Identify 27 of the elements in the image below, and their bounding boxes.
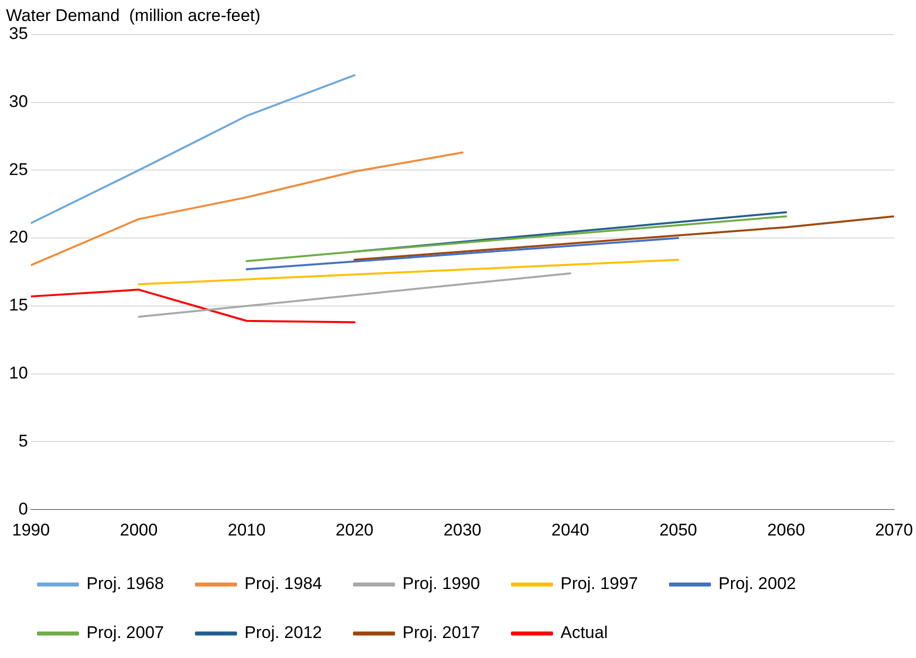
x-tick-label: 2000 [120,520,158,540]
x-tick-label: 2060 [767,520,806,540]
y-tick-label: 35 [8,24,28,44]
x-tick-label: 2050 [659,520,698,540]
y-tick-label: 0 [18,499,28,518]
x-tick-label: 2020 [336,520,374,540]
legend-label: Actual [560,623,608,642]
y-tick-label: 25 [8,160,28,179]
legend-label: Proj. 2007 [86,623,164,642]
legend-label: Proj. 1968 [86,574,164,594]
y-axis-title: Water Demand (million acre-feet) [6,6,260,25]
legend-label: Proj. 1990 [402,574,480,594]
x-tick-label: 2030 [444,520,482,540]
x-tick-label: 1990 [12,520,50,540]
x-tick-label: 2070 [875,520,913,540]
legend-label: Proj. 2017 [402,623,480,642]
legend-label: Proj. 1997 [560,574,638,594]
y-tick-label: 20 [8,228,28,247]
legend-label: Proj. 1984 [244,574,322,594]
legend-label: Proj. 2012 [244,623,322,642]
y-tick-label: 10 [8,364,28,383]
x-tick-label: 2040 [551,520,590,540]
y-tick-label: 15 [8,296,28,315]
y-tick-label: 30 [8,92,28,111]
x-tick-label: 2010 [228,520,266,540]
legend-label: Proj. 2002 [718,574,796,594]
y-tick-label: 5 [18,431,28,450]
